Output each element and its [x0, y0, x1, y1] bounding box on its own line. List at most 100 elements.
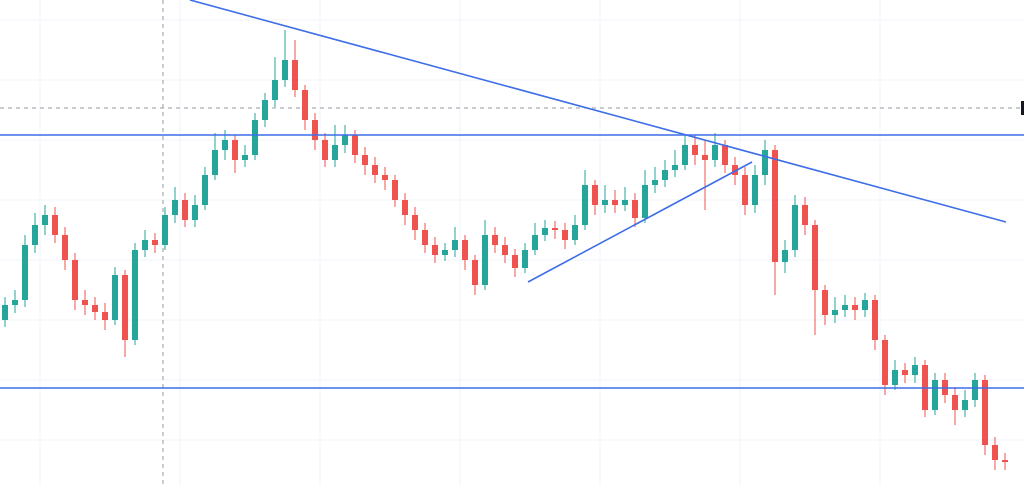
candle-body	[522, 250, 528, 268]
candle-body	[732, 165, 738, 175]
candle-body	[882, 340, 888, 385]
candles	[2, 30, 1008, 470]
candle-body	[122, 275, 128, 340]
candle-body	[762, 150, 768, 175]
candle-body	[872, 300, 878, 340]
candle-body	[602, 200, 608, 205]
candle-body	[402, 200, 408, 215]
candle-body	[592, 185, 598, 205]
candle-body	[412, 215, 418, 230]
candle-body	[162, 215, 168, 245]
candle-body	[802, 205, 808, 225]
candle-body	[462, 240, 468, 260]
candle-body	[132, 250, 138, 340]
candle-body	[662, 170, 668, 180]
drawings	[0, 0, 1024, 389]
candle-body	[932, 380, 938, 410]
candle-body	[62, 235, 68, 260]
candle-body	[72, 260, 78, 300]
candle-body	[772, 150, 778, 262]
candle-body	[562, 230, 568, 240]
candle-body	[252, 120, 258, 155]
candle-body	[492, 235, 498, 245]
candle-body	[432, 245, 438, 255]
candle-body	[612, 200, 618, 205]
candle-body	[172, 200, 178, 215]
candle-body	[52, 215, 58, 235]
candle-body	[32, 225, 38, 245]
candle-body	[352, 135, 358, 155]
candle-body	[542, 228, 548, 235]
candle-body	[702, 155, 708, 160]
candle-body	[502, 245, 508, 255]
candle-body	[342, 135, 348, 145]
candle-body	[1002, 460, 1008, 462]
candle-body	[272, 80, 278, 100]
candle-body	[372, 165, 378, 175]
candle-body	[322, 140, 328, 160]
candle-body	[82, 300, 88, 305]
candle-body	[632, 200, 638, 218]
candle-body	[212, 150, 218, 175]
candle-body	[22, 245, 28, 300]
candle-body	[972, 380, 978, 400]
candle-body	[302, 90, 308, 120]
candle-body	[472, 260, 478, 285]
trend-line[interactable]	[527, 161, 753, 283]
candle-body	[812, 225, 818, 290]
candle-body	[582, 185, 588, 225]
candle-body	[12, 300, 18, 305]
candle-body	[292, 60, 298, 90]
candle-body	[682, 145, 688, 165]
candle-body	[652, 180, 658, 185]
candle-body	[962, 400, 968, 410]
candle-body	[362, 155, 368, 165]
candle-body	[512, 255, 518, 268]
candle-body	[892, 370, 898, 385]
candle-body	[312, 120, 318, 140]
candle-body	[392, 180, 398, 200]
candle-body	[242, 155, 248, 160]
candle-body	[232, 140, 238, 160]
candle-body	[92, 305, 98, 312]
candle-body	[332, 145, 338, 160]
candle-body	[532, 235, 538, 250]
candle-body	[792, 205, 798, 250]
candle-body	[182, 200, 188, 220]
candle-body	[692, 145, 698, 155]
candle-body	[952, 395, 958, 410]
candle-body	[822, 290, 828, 315]
candle-body	[982, 380, 988, 445]
candle-body	[852, 305, 858, 310]
candle-body	[222, 140, 228, 150]
candle-body	[152, 240, 158, 245]
trend-line[interactable]	[189, 0, 1007, 223]
candle-body	[422, 230, 428, 245]
candle-body	[282, 60, 288, 80]
price-marker	[1021, 101, 1024, 115]
candle-body	[642, 185, 648, 218]
candle-body	[712, 145, 718, 160]
candle-body	[902, 370, 908, 375]
candle-body	[2, 305, 8, 320]
candle-body	[722, 145, 728, 165]
candle-body	[452, 240, 458, 250]
candle-body	[262, 100, 268, 120]
candle-body	[752, 175, 758, 205]
candle-body	[622, 200, 628, 205]
candle-body	[482, 235, 488, 285]
candle-body	[112, 275, 118, 320]
candle-body	[552, 228, 558, 230]
candle-body	[142, 240, 148, 250]
candle-body	[992, 445, 998, 460]
candle-body	[202, 175, 208, 205]
candle-body	[442, 250, 448, 255]
candle-body	[862, 300, 868, 310]
candle-body	[102, 312, 108, 320]
candle-body	[842, 305, 848, 310]
candle-body	[782, 250, 788, 262]
candle-body	[192, 205, 198, 220]
candle-body	[572, 225, 578, 240]
candle-body	[912, 365, 918, 375]
